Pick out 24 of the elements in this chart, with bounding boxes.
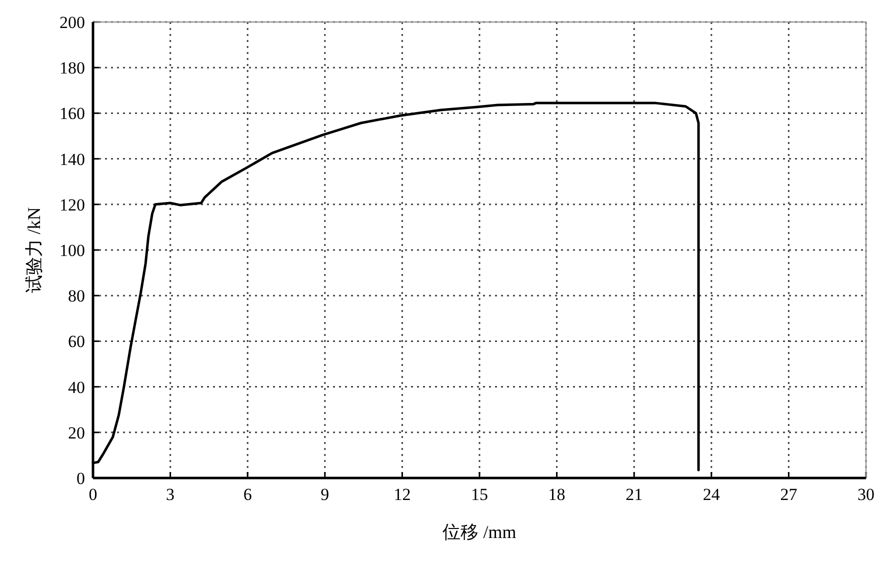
x-tick-label: 0 bbox=[88, 485, 98, 504]
y-tick-label: 100 bbox=[60, 241, 85, 260]
x-tick-label: 9 bbox=[320, 485, 330, 504]
y-tick-label: 120 bbox=[60, 195, 85, 214]
y-axis-title: 试验力 /kN bbox=[24, 207, 44, 293]
y-tick-label: 20 bbox=[68, 423, 85, 442]
y-tick-label: 140 bbox=[60, 150, 85, 169]
y-tick-label: 80 bbox=[68, 286, 85, 306]
x-tick-label: 18 bbox=[548, 485, 566, 504]
x-tick-label: 30 bbox=[858, 485, 874, 504]
y-tick-label: 0 bbox=[76, 469, 85, 488]
y-tick-label: 200 bbox=[60, 13, 85, 32]
x-tick-label: 15 bbox=[471, 485, 488, 504]
y-tick-label: 160 bbox=[60, 104, 85, 124]
x-tick-label: 27 bbox=[780, 485, 798, 504]
x-axis-title: 位移 /mm bbox=[442, 522, 516, 542]
y-tick-label: 40 bbox=[68, 378, 85, 397]
x-tick-label: 24 bbox=[702, 485, 720, 504]
x-tick-label: 12 bbox=[394, 485, 411, 504]
x-tick-label: 21 bbox=[626, 485, 643, 504]
y-tick-label: 60 bbox=[68, 332, 85, 352]
y-tick-label: 180 bbox=[60, 58, 85, 78]
x-tick-label: 3 bbox=[166, 485, 175, 504]
x-tick-label: 6 bbox=[243, 485, 252, 504]
